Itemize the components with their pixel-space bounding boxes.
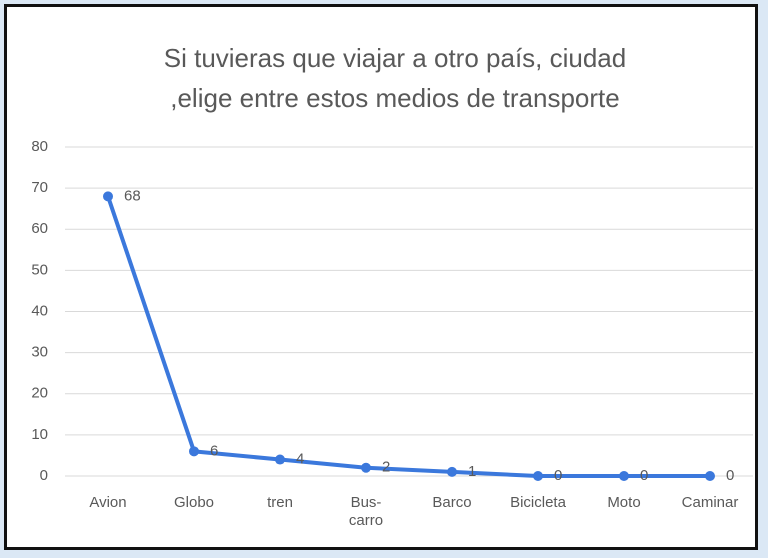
point xyxy=(361,462,371,473)
point xyxy=(189,446,199,457)
y-tick-label: 20 xyxy=(31,385,48,402)
x-tick-label: Avion xyxy=(89,494,127,511)
data-label: 2 xyxy=(382,459,390,476)
y-tick-label: 70 xyxy=(31,179,48,196)
y-tick-label: 80 xyxy=(31,138,48,155)
y-tick-label: 60 xyxy=(31,220,48,237)
data-label: 68 xyxy=(124,187,141,204)
x-tick-label: Bus-carro xyxy=(348,494,384,529)
x-tick-label: Caminar xyxy=(681,494,739,511)
chart-title: ,elige entre estos medios de transporte xyxy=(170,83,619,113)
data-label: 0 xyxy=(726,467,734,484)
point xyxy=(275,454,285,465)
point xyxy=(533,471,543,481)
data-label: 6 xyxy=(210,442,218,459)
data-label: 0 xyxy=(554,467,562,484)
y-tick-label: 10 xyxy=(31,426,48,443)
x-tick-label: Moto xyxy=(607,494,641,511)
x-tick-label: Barco xyxy=(432,494,472,511)
x-tick-label: Bicicleta xyxy=(510,494,566,511)
y-tick-label: 30 xyxy=(31,344,48,361)
y-tick-label: 40 xyxy=(31,302,48,319)
point xyxy=(619,471,629,481)
point xyxy=(447,466,457,477)
y-tick-label: 0 xyxy=(40,467,48,484)
x-tick-label: tren xyxy=(267,494,293,511)
chart-title: Si tuvieras que viajar a otro país, ciud… xyxy=(164,43,626,73)
x-tick-label: Globo xyxy=(173,494,215,511)
data-label: 1 xyxy=(468,463,476,480)
chart-frame xyxy=(4,4,758,550)
y-tick-label: 50 xyxy=(31,261,48,278)
point xyxy=(705,471,715,481)
line xyxy=(106,195,710,478)
data-label: 4 xyxy=(296,451,304,468)
point xyxy=(103,191,113,202)
data-label: 0 xyxy=(640,467,648,484)
